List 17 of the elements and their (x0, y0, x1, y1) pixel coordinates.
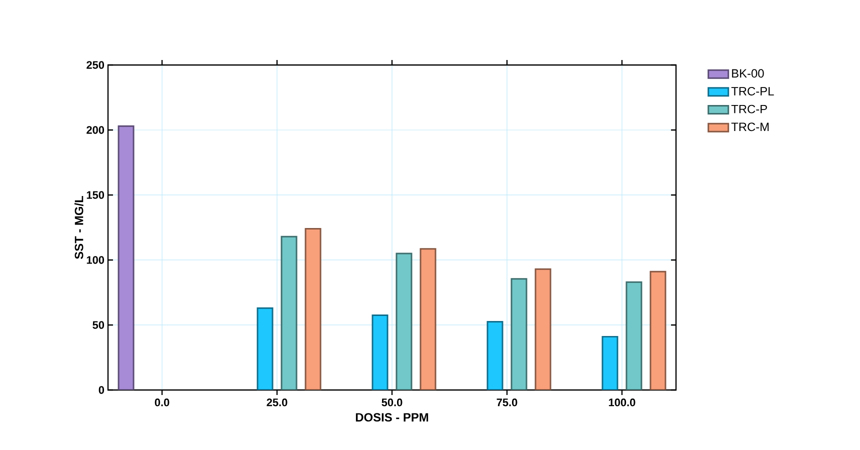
legend-label: TRC-PL (731, 87, 774, 96)
legend-label: BK-00 (732, 69, 764, 78)
x-tick-label: 0.0 (154, 398, 170, 406)
y-tick-label: 0 (98, 386, 104, 394)
y-tick-label: 50 (92, 321, 104, 329)
x-tick-label: 50.0 (382, 398, 402, 406)
x-axis-title: DOSIS - PPM (356, 413, 428, 422)
x-tick-label: 25.0 (266, 398, 288, 406)
x-tick-label: 100.0 (608, 398, 636, 406)
y-tick-label: 200 (86, 126, 104, 134)
y-axis-title: SST - MG/L (74, 196, 84, 260)
y-tick-label: 250 (86, 61, 104, 69)
legend-label: TRC-M (731, 122, 769, 132)
y-tick-label: 100 (86, 256, 104, 264)
x-tick-label: 75.0 (496, 398, 518, 406)
y-tick-label: 150 (86, 191, 104, 199)
legend-label: TRC-P (731, 104, 767, 114)
